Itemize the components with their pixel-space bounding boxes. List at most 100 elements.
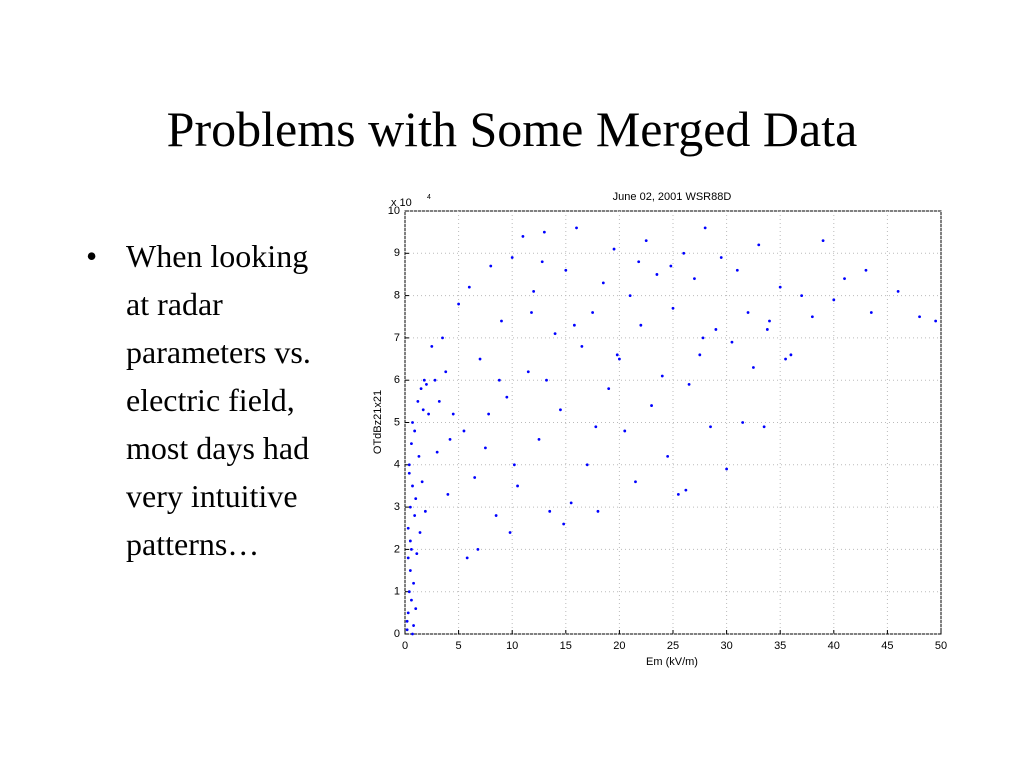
point <box>408 505 412 509</box>
point <box>422 378 426 382</box>
point <box>408 569 412 572</box>
point <box>437 399 441 403</box>
point <box>709 425 712 429</box>
y-tick-label: 4 <box>394 459 400 471</box>
point <box>639 323 643 327</box>
y-tick-label: 2 <box>394 543 400 555</box>
point <box>671 306 675 310</box>
point <box>660 374 664 378</box>
point <box>714 328 718 331</box>
bullet-line: at radar <box>126 286 223 322</box>
point <box>408 539 412 543</box>
point <box>810 315 814 319</box>
point <box>757 243 761 247</box>
x-tick-label: 50 <box>935 640 947 652</box>
y-tick-label: 9 <box>394 247 400 259</box>
point <box>451 412 455 416</box>
y-tick-label: 5 <box>394 416 400 428</box>
point <box>508 531 512 534</box>
point <box>497 378 501 382</box>
bullet-line: very intuitive <box>126 478 298 514</box>
point <box>423 509 427 513</box>
x-tick-label: 15 <box>560 640 572 652</box>
point <box>420 480 424 484</box>
point <box>521 234 525 238</box>
point <box>494 514 498 517</box>
point <box>703 226 707 230</box>
bullet-line: most days had <box>126 430 310 466</box>
bullet-line: electric field, <box>126 382 295 418</box>
point <box>752 366 755 369</box>
point <box>500 319 503 323</box>
y-tick-label: 6 <box>394 374 400 386</box>
y-tick-label: 8 <box>394 290 400 302</box>
point <box>612 247 616 251</box>
point <box>462 429 466 433</box>
point <box>655 273 659 276</box>
x-tick-label: 45 <box>881 640 893 652</box>
point <box>843 277 846 281</box>
point <box>405 628 409 632</box>
point <box>719 256 723 259</box>
point <box>530 311 533 314</box>
point <box>412 624 415 627</box>
point <box>572 323 576 327</box>
point <box>448 438 452 441</box>
point <box>512 463 516 467</box>
bullet-line: When looking <box>126 238 309 274</box>
point <box>487 412 491 416</box>
y-tick-label: 3 <box>394 501 400 513</box>
point <box>585 463 589 467</box>
y-tick-label: 0 <box>394 628 400 640</box>
point <box>762 425 766 429</box>
point <box>789 353 793 357</box>
point <box>414 497 418 501</box>
point <box>684 488 688 492</box>
point <box>559 408 562 412</box>
point <box>564 268 568 272</box>
point <box>405 619 409 623</box>
point <box>407 590 411 594</box>
point <box>446 493 450 496</box>
point <box>676 493 680 496</box>
point <box>650 404 653 407</box>
point <box>413 429 417 433</box>
bullet-marker: • <box>86 238 98 274</box>
point <box>476 548 480 551</box>
point <box>784 357 787 361</box>
point <box>441 336 444 340</box>
point <box>591 311 594 314</box>
point <box>693 277 696 281</box>
point <box>478 357 482 361</box>
point <box>934 319 938 323</box>
slide-title: Problems with Some Merged Data <box>166 101 858 157</box>
point <box>698 353 702 357</box>
point <box>430 344 434 348</box>
point <box>735 268 739 272</box>
point <box>548 509 552 513</box>
point <box>575 226 578 230</box>
point <box>569 501 573 505</box>
x-tick-label: 0 <box>402 640 408 652</box>
point <box>412 581 415 585</box>
y-multiplier-exponent: 4 <box>427 194 431 201</box>
point <box>444 370 448 374</box>
x-tick-label: 20 <box>613 640 625 652</box>
point <box>725 467 728 471</box>
bullet-line: patterns… <box>126 526 260 562</box>
point <box>410 598 413 602</box>
point <box>417 454 421 458</box>
point <box>473 476 477 479</box>
bullet-list: • When looking at radar parameters vs. elec… <box>86 232 311 568</box>
point <box>669 264 673 268</box>
point <box>765 328 769 331</box>
point <box>457 302 460 306</box>
point <box>407 463 411 467</box>
point <box>618 357 621 361</box>
point <box>532 289 536 293</box>
point <box>414 607 418 611</box>
bullet-line: parameters vs. <box>126 334 311 370</box>
point <box>580 344 584 348</box>
